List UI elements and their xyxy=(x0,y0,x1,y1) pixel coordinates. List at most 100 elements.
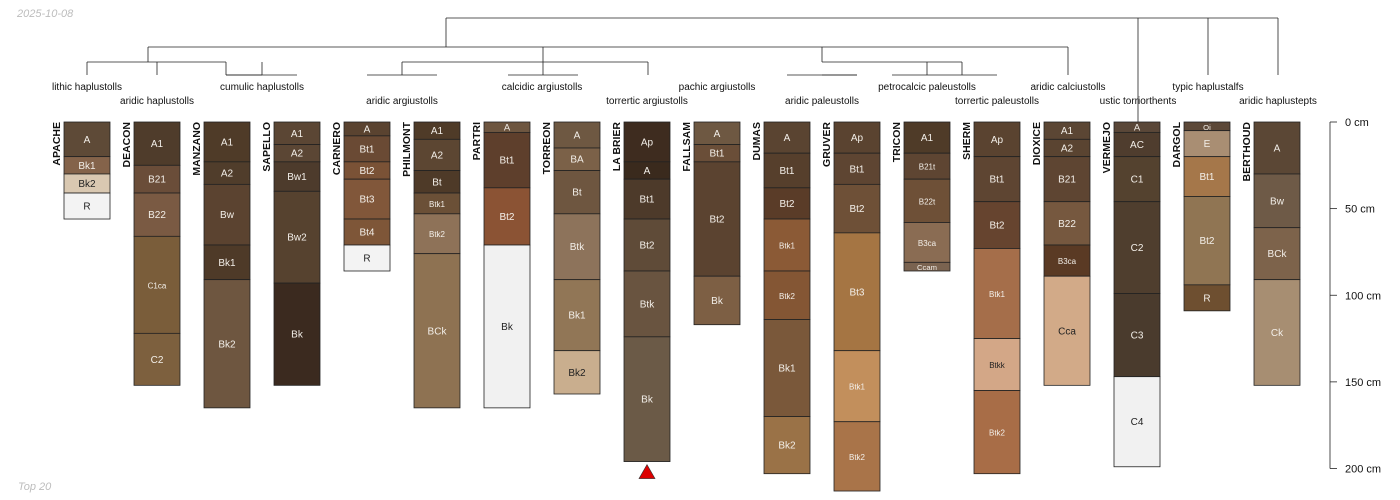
horizon-b22t xyxy=(903,178,951,223)
profile-name: DARGOL xyxy=(1171,121,1183,167)
depth-tick-label: 200 cm xyxy=(1345,464,1381,476)
horizon-bck xyxy=(1253,227,1301,281)
profile-name: PHILMONT xyxy=(401,121,413,176)
horizon-b21 xyxy=(133,164,181,194)
horizon-b21 xyxy=(1043,156,1091,203)
horizon-bt1 xyxy=(483,131,531,189)
profile-name: DIOXICE xyxy=(1031,122,1043,165)
horizon-btk2 xyxy=(413,213,461,255)
horizon-label: Bt2 xyxy=(989,221,1004,232)
horizon-b21t xyxy=(903,152,951,180)
horizon-label: Bt1 xyxy=(709,149,724,160)
horizon-ac xyxy=(1113,131,1161,158)
horizon-bk2 xyxy=(203,279,251,409)
horizon-label: Bt2 xyxy=(779,199,794,210)
leaf-label-petrocalcic-paleustolls: petrocalcic paleustolls xyxy=(878,82,976,93)
leaf-label-calcidic-argiustolls: calcidic argiustolls xyxy=(502,82,583,93)
horizon-a1 xyxy=(903,121,951,154)
horizon-ck xyxy=(1253,279,1301,386)
horizon-label: Bw xyxy=(220,210,235,221)
leaf-label-ustic-torriorthents: ustic torriorthents xyxy=(1100,96,1177,107)
horizon-label: Bw2 xyxy=(287,233,307,244)
profile-la-brier: LA BRIER Ap A Bt1 Bt2 Btk Bk xyxy=(611,121,671,479)
horizon-bk2 xyxy=(763,416,811,475)
dendrogram-leaf-labels: lithic haplustolls aridic haplustolls cumu… xyxy=(52,82,1317,107)
horizon-label: Bt2 xyxy=(1199,236,1214,247)
horizon-label: A2 xyxy=(291,149,304,160)
horizon-label: Bt1 xyxy=(639,195,654,206)
horizon-label: Btk1 xyxy=(989,290,1006,299)
horizon-bk1 xyxy=(203,244,251,281)
horizon-r xyxy=(343,244,391,272)
horizon-label: B22 xyxy=(1058,219,1076,230)
horizon-label: AC xyxy=(1130,140,1144,151)
profile-manzano: MANZANO A1 A2 Bw Bk1 Bk2 xyxy=(191,121,251,409)
horizon-label: BA xyxy=(570,155,584,166)
horizon-label: B3ca xyxy=(1058,257,1077,266)
profile-name: TORREON xyxy=(541,122,553,174)
profile-name: BERTHOUD xyxy=(1241,122,1253,182)
horizon-label: Bt1 xyxy=(499,156,514,167)
horizon-r xyxy=(63,192,111,220)
horizon-label: BCk xyxy=(1268,249,1288,260)
horizon-label: A xyxy=(84,135,91,146)
depth-tick-label: 100 cm xyxy=(1345,290,1381,302)
horizon-label: A xyxy=(574,130,581,141)
horizon-btkk xyxy=(973,338,1021,391)
horizon-label: C1 xyxy=(1131,175,1144,186)
horizon-label: Bk xyxy=(291,330,304,341)
horizon-label: A xyxy=(504,122,511,133)
leaf-label-cumulic-haplustolls: cumulic haplustolls xyxy=(220,82,304,93)
horizon-label: A1 xyxy=(151,139,164,150)
profile-name: APACHE xyxy=(51,122,63,166)
horizon-label: Oi xyxy=(1203,123,1211,132)
horizon-ccam xyxy=(903,261,951,272)
profile-fallsam: FALLSAM A Bt1 Bt2 Bk xyxy=(681,121,741,326)
horizon-label: Bk1 xyxy=(218,258,236,269)
horizon-label: Bt2 xyxy=(639,241,654,252)
horizon-label: Bt1 xyxy=(359,144,374,155)
profile-sherm: SHERM Ap Bt1 Bt2 Btk1 Btkk Btk2 xyxy=(961,121,1021,475)
horizon-ap xyxy=(623,121,671,163)
horizon-label: C4 xyxy=(1131,417,1144,428)
horizon-a xyxy=(553,121,601,149)
horizon-btk1 xyxy=(833,350,881,423)
horizon-btk1 xyxy=(763,218,811,272)
horizon-label: Bt3 xyxy=(849,287,864,298)
profile-carnero: CARNERO A Bt1 Bt2 Bt3 Bt4 R xyxy=(331,121,391,272)
profile-name: FALLSAM xyxy=(681,122,693,172)
depth-tick-label: 150 cm xyxy=(1345,377,1381,389)
horizon-label: R xyxy=(1203,293,1210,304)
horizon-label: Bk xyxy=(641,395,654,406)
profile-name: GRUVER xyxy=(821,122,833,167)
horizon-bk1 xyxy=(763,319,811,417)
horizon-label: Btk2 xyxy=(429,230,446,239)
horizon-bw xyxy=(203,183,251,246)
leaf-label-pachic-argiustolls: pachic argiustolls xyxy=(679,82,756,93)
horizon-label: A1 xyxy=(1061,126,1074,137)
horizon-label: Ap xyxy=(991,135,1004,146)
horizon-label: Bt2 xyxy=(359,166,374,177)
horizon-label: C2 xyxy=(151,355,164,366)
horizon-label: Cca xyxy=(1058,326,1076,337)
horizon-label: Ap xyxy=(851,133,864,144)
horizon-label: Btk2 xyxy=(779,292,796,301)
profile-dargol: DARGOL Oi E Bt1 Bt2 R xyxy=(1171,121,1231,312)
date-label: 2025-10-08 xyxy=(17,8,74,20)
horizon-bk xyxy=(273,282,321,386)
horizon-label: B3ca xyxy=(918,239,937,248)
horizon-label: A1 xyxy=(921,133,934,144)
horizon-label: Bk xyxy=(501,322,514,333)
horizon-c2 xyxy=(133,332,181,386)
horizon-label: A1 xyxy=(431,126,444,137)
horizon-bt2 xyxy=(973,201,1021,249)
horizon-label: A2 xyxy=(221,169,234,180)
horizon-label: Bk2 xyxy=(778,441,796,452)
horizon-a2 xyxy=(413,138,461,171)
dendrogram xyxy=(86,17,1279,122)
horizon-e xyxy=(1183,130,1231,158)
horizon-label: Bt xyxy=(572,188,582,199)
profile-dumas: DUMAS A Bt1 Bt2 Btk1 Btk2 Bk1 Bk2 xyxy=(751,121,811,475)
horizon-label: C3 xyxy=(1131,331,1144,342)
horizon-ap xyxy=(973,121,1021,158)
